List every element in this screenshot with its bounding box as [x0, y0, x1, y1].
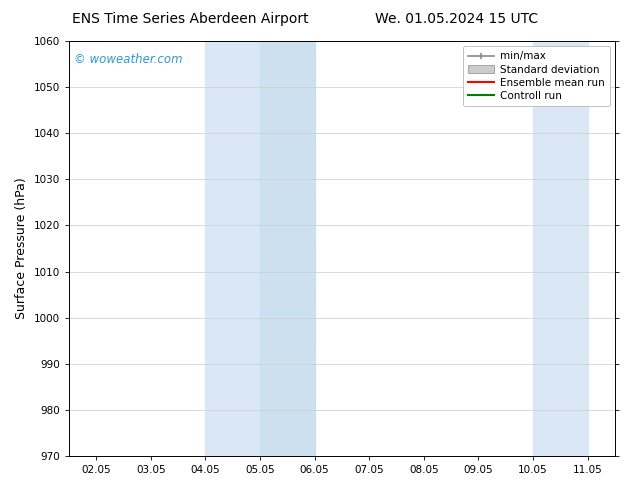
Bar	[533, 41, 588, 456]
Legend: min/max, Standard deviation, Ensemble mean run, Controll run: min/max, Standard deviation, Ensemble me…	[463, 46, 610, 106]
Text: We. 01.05.2024 15 UTC: We. 01.05.2024 15 UTC	[375, 12, 538, 26]
Text: © woweather.com: © woweather.com	[74, 53, 183, 67]
Bar	[205, 41, 260, 456]
Bar	[260, 41, 314, 456]
Text: ENS Time Series Aberdeen Airport: ENS Time Series Aberdeen Airport	[72, 12, 309, 26]
Y-axis label: Surface Pressure (hPa): Surface Pressure (hPa)	[15, 178, 28, 319]
